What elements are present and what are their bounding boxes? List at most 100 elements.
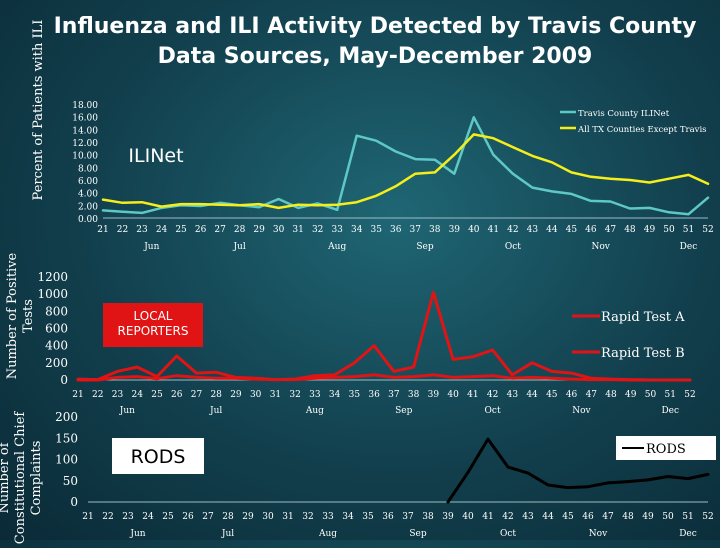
panel1-y-tick-label: 8.00 — [78, 164, 98, 174]
panel3-week-tick-label: 47 — [602, 512, 614, 522]
panel2-y-tick-label: 1200 — [37, 270, 68, 284]
panel3-month-label: Jul — [221, 529, 234, 539]
panel2-month-label: Sep — [395, 406, 412, 416]
panel3-label-box — [112, 438, 204, 474]
panel2-y-tick-label: 200 — [45, 356, 68, 370]
panel3-week-tick-label: 43 — [522, 512, 534, 522]
panel1-month-label: Sep — [416, 242, 433, 252]
panel2-week-tick-label: 42 — [487, 390, 498, 400]
panel1-week-tick-label: 42 — [507, 225, 518, 235]
panel2-month-label: Jun — [119, 406, 135, 416]
data-point — [648, 181, 651, 184]
panel1-week-tick-label: 35 — [370, 225, 382, 235]
panel2-week-tick-label: 30 — [250, 390, 262, 400]
data-point — [156, 375, 158, 378]
data-point — [668, 211, 670, 214]
data-point — [156, 377, 158, 380]
data-point — [511, 377, 514, 380]
panel3-week-tick-label: 26 — [182, 512, 194, 522]
data-point — [314, 377, 316, 380]
data-point — [336, 203, 338, 206]
panel2-week-tick-label: 31 — [270, 390, 281, 400]
panel3-y-tick-label: 50 — [63, 474, 78, 488]
panel3-week-tick-label: 41 — [482, 512, 493, 522]
data-point — [333, 376, 336, 379]
panel3-month-label: Oct — [500, 529, 516, 539]
data-point — [333, 374, 336, 376]
data-point — [453, 172, 456, 175]
data-point — [121, 202, 124, 204]
panel1-label-text: ILINet — [128, 145, 183, 167]
data-point — [297, 203, 299, 206]
data-point — [567, 486, 569, 489]
panel2-week-tick-label: 51 — [665, 390, 676, 400]
data-point — [394, 185, 397, 188]
data-point — [136, 366, 139, 368]
data-point — [547, 484, 549, 486]
data-point — [235, 377, 237, 380]
data-point — [551, 370, 553, 373]
data-point — [507, 466, 509, 468]
panel3-week-tick-label: 38 — [422, 512, 434, 522]
panel2-week-tick-label: 29 — [230, 390, 242, 400]
data-point — [491, 349, 494, 351]
data-point — [336, 208, 338, 211]
data-point — [116, 376, 119, 379]
panel3-week-tick-label: 48 — [622, 512, 634, 522]
panel1-month-label: Jun — [143, 242, 159, 252]
data-point — [531, 155, 534, 157]
panel3-week-tick-label: 40 — [462, 512, 474, 522]
panel3-month-label: Jun — [129, 529, 145, 539]
panel3-week-tick-label: 52 — [702, 512, 713, 522]
data-point — [433, 171, 436, 174]
panel3-y-tick-label: 0 — [70, 495, 78, 509]
panel2-week-tick-label: 40 — [447, 390, 459, 400]
data-point — [667, 475, 669, 478]
panel1-week-tick-label: 46 — [585, 225, 597, 235]
data-point — [473, 116, 475, 119]
panel3-week-tick-label: 44 — [542, 512, 554, 522]
data-point — [531, 376, 533, 379]
data-point — [570, 171, 573, 174]
data-point — [316, 202, 319, 205]
panel1-week-tick-label: 28 — [234, 225, 246, 235]
data-point — [175, 355, 178, 357]
data-point — [687, 477, 689, 480]
panel1-week-tick-label: 30 — [273, 225, 285, 235]
panel2-week-tick-label: 45 — [546, 390, 558, 400]
panel1-week-tick-label: 40 — [468, 225, 480, 235]
legend-entry: All TX Counties Except Travis — [577, 125, 707, 135]
panel1-week-tick-label: 38 — [429, 225, 441, 235]
panel2-week-tick-label: 46 — [566, 390, 578, 400]
panel1-week-tick-label: 25 — [175, 225, 187, 235]
data-point — [452, 358, 454, 361]
data-point — [707, 473, 709, 476]
panel1-week-tick-label: 26 — [195, 225, 207, 235]
panel3-week-tick-label: 32 — [302, 512, 313, 522]
data-point — [258, 203, 260, 205]
data-point — [472, 356, 474, 358]
data-point — [590, 176, 592, 178]
data-point — [531, 186, 534, 189]
panel3-week-tick-label: 28 — [222, 512, 234, 522]
panel1-y-tick-label: 10.00 — [72, 152, 98, 162]
data-point — [219, 203, 221, 206]
panel1-week-tick-label: 21 — [97, 225, 108, 235]
data-point — [355, 134, 358, 137]
data-point — [433, 158, 436, 161]
panel1-week-tick-label: 31 — [292, 225, 303, 235]
data-point — [473, 133, 475, 136]
data-point — [199, 203, 202, 205]
panel1-month-label: Jul — [232, 242, 245, 252]
panel1-y-tick-label: 6.00 — [78, 177, 98, 187]
panel2-week-tick-label: 24 — [131, 390, 143, 400]
panel2-week-tick-label: 48 — [605, 390, 617, 400]
data-point — [432, 374, 435, 376]
data-point — [627, 480, 629, 483]
panel2-week-tick-label: 35 — [349, 390, 361, 400]
data-point — [160, 205, 163, 208]
data-point — [175, 374, 178, 377]
data-point — [432, 291, 435, 294]
data-point — [527, 472, 529, 474]
